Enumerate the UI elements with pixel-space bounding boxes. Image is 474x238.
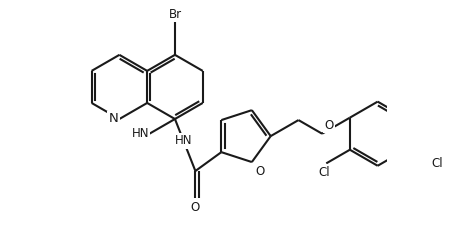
Text: HN: HN	[175, 134, 192, 147]
Text: HN: HN	[131, 127, 149, 140]
Text: N: N	[109, 113, 118, 125]
Text: Br: Br	[168, 8, 182, 21]
Text: Cl: Cl	[319, 165, 330, 178]
Text: O: O	[324, 119, 334, 132]
Text: O: O	[255, 165, 264, 178]
Text: O: O	[191, 202, 200, 214]
Text: Cl: Cl	[431, 157, 443, 170]
